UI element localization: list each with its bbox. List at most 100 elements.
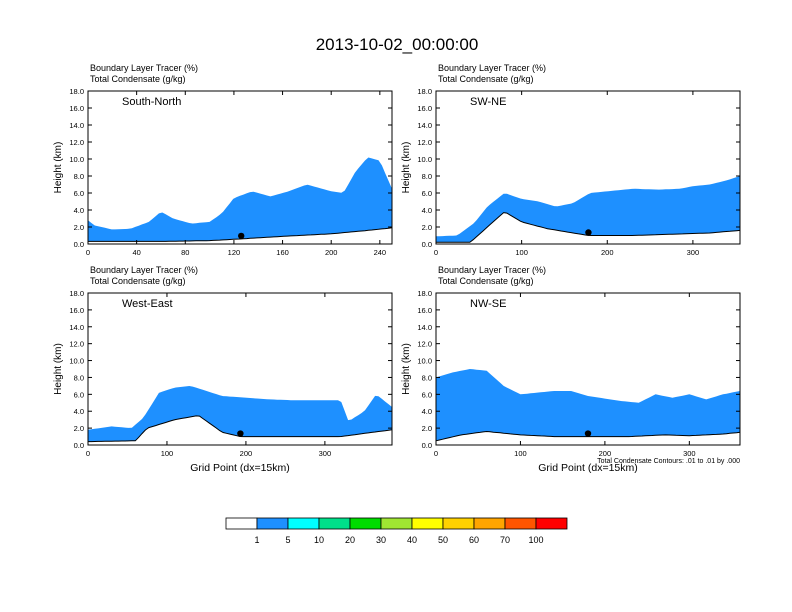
y-tick-label: 2.0 xyxy=(422,223,432,232)
colorbar-label: 100 xyxy=(528,535,543,545)
y-tick-label: 18.0 xyxy=(417,289,432,298)
x-axis-label: Grid Point (dx=15km) xyxy=(190,462,290,474)
colorbar-label: 1 xyxy=(254,535,259,545)
colorbar-swatch xyxy=(473,517,506,530)
x-tick-label: 300 xyxy=(319,449,332,458)
plot-frame xyxy=(87,292,393,446)
y-tick-label: 18.0 xyxy=(417,87,432,96)
panel-label: South-North xyxy=(122,96,181,108)
panel-label: SW-NE xyxy=(470,96,506,108)
colorbar-label: 5 xyxy=(285,535,290,545)
panel-header-variable-2: Total Condensate (g/kg) xyxy=(90,74,186,84)
terrain-fill xyxy=(436,212,740,244)
terrain-fill xyxy=(436,431,740,445)
tracer-band-1 xyxy=(436,176,740,243)
location-marker xyxy=(238,232,245,240)
terrain-outline xyxy=(88,227,393,242)
colorbar-label: 70 xyxy=(500,535,510,545)
location-marker xyxy=(584,430,592,437)
x-tick-label: 160 xyxy=(276,248,289,257)
colorbar-swatch xyxy=(504,517,537,530)
y-tick-label: 10.0 xyxy=(417,357,432,366)
y-axis-label: Height (km) xyxy=(53,343,64,395)
y-tick-label: 16.0 xyxy=(69,104,84,113)
y-tick-label: 2.0 xyxy=(422,424,432,433)
y-tick-label: 18.0 xyxy=(69,87,84,96)
colorbar: 1 5 10 20 30 40 50 60 70 100 xyxy=(225,517,568,545)
panel-header-variable-2: Total Condensate (g/kg) xyxy=(438,74,534,84)
colorbar-swatch xyxy=(442,517,475,530)
x-tick-label: 300 xyxy=(687,248,700,257)
colorbar-label: 40 xyxy=(407,535,417,545)
x-tick-label: 200 xyxy=(325,248,338,257)
colorbar-label: 10 xyxy=(314,535,324,545)
x-tick-label: 200 xyxy=(599,449,612,458)
y-tick-label: 12.0 xyxy=(417,138,432,147)
location-marker xyxy=(237,430,244,437)
y-tick-label: 6.0 xyxy=(74,390,84,399)
x-tick-label: 100 xyxy=(515,248,528,257)
panel-header-variable-1: Boundary Layer Tracer (%) xyxy=(438,63,546,73)
y-tick-label: 18.0 xyxy=(69,289,84,298)
y-tick-label: 12.0 xyxy=(69,340,84,349)
figure-title: 2013-10-02_00:00:00 xyxy=(316,35,479,54)
terrain-fill xyxy=(88,227,392,244)
y-tick-label: 4.0 xyxy=(422,407,432,416)
y-tick-label: 8.0 xyxy=(74,373,84,382)
y-tick-label: 4.0 xyxy=(74,407,84,416)
x-tick-label: 200 xyxy=(240,449,253,458)
colorbar-label: 60 xyxy=(469,535,479,545)
tracer-band-1 xyxy=(436,369,740,441)
plot-frame xyxy=(435,292,741,446)
plot-frame xyxy=(435,90,741,245)
colorbar-swatch xyxy=(287,517,320,530)
panel-2: Boundary Layer Tracer (%)Total Condensat… xyxy=(401,63,741,257)
x-tick-label: 80 xyxy=(181,248,189,257)
y-tick-label: 0.0 xyxy=(74,240,84,249)
panel-label: West-East xyxy=(122,298,173,310)
y-tick-label: 16.0 xyxy=(69,306,84,315)
y-tick-label: 8.0 xyxy=(74,172,84,181)
panel-header-variable-2: Total Condensate (g/kg) xyxy=(90,276,186,286)
y-tick-label: 16.0 xyxy=(417,306,432,315)
y-axis-label: Height (km) xyxy=(53,142,64,194)
colorbar-label: 50 xyxy=(438,535,448,545)
y-tick-label: 10.0 xyxy=(69,155,84,164)
y-tick-label: 4.0 xyxy=(74,206,84,215)
panel-group: Boundary Layer Tracer (%)Total Condensat… xyxy=(53,63,741,474)
colorbar-swatch xyxy=(535,517,568,530)
colorbar-swatch xyxy=(380,517,413,530)
panel-3: Boundary Layer Tracer (%)Total Condensat… xyxy=(53,265,393,474)
panel-header-variable-2: Total Condensate (g/kg) xyxy=(438,276,534,286)
panel-header-variable-1: Boundary Layer Tracer (%) xyxy=(90,63,198,73)
x-axis-label: Grid Point (dx=15km) xyxy=(538,462,638,474)
tracer-band-1 xyxy=(88,386,392,442)
x-tick-label: 40 xyxy=(132,248,140,257)
x-tick-label: 200 xyxy=(601,248,614,257)
colorbar-swatch xyxy=(349,517,382,530)
plot-frame xyxy=(87,90,393,245)
y-tick-label: 0.0 xyxy=(74,441,84,450)
y-tick-label: 0.0 xyxy=(422,441,432,450)
location-marker xyxy=(585,229,592,236)
x-tick-label: 240 xyxy=(374,248,387,257)
y-tick-label: 14.0 xyxy=(417,121,432,130)
y-tick-label: 14.0 xyxy=(69,323,84,332)
x-tick-label: 120 xyxy=(228,248,241,257)
y-tick-label: 12.0 xyxy=(417,340,432,349)
panel-4: Boundary Layer Tracer (%)Total Condensat… xyxy=(401,265,741,474)
panel-header-variable-1: Boundary Layer Tracer (%) xyxy=(90,265,198,275)
y-tick-label: 10.0 xyxy=(417,155,432,164)
x-tick-label: 0 xyxy=(86,449,90,458)
colorbar-label: 30 xyxy=(376,535,386,545)
y-tick-label: 8.0 xyxy=(422,373,432,382)
tracer-band-1 xyxy=(88,157,392,242)
contour-footnote: Total Condensate Contours: .01 to .01 by… xyxy=(597,458,740,465)
x-tick-label: 0 xyxy=(434,248,438,257)
x-tick-label: 0 xyxy=(86,248,90,257)
y-tick-label: 8.0 xyxy=(422,172,432,181)
colorbar-swatch xyxy=(256,517,289,530)
colorbar-label: 20 xyxy=(345,535,355,545)
y-tick-label: 10.0 xyxy=(69,357,84,366)
